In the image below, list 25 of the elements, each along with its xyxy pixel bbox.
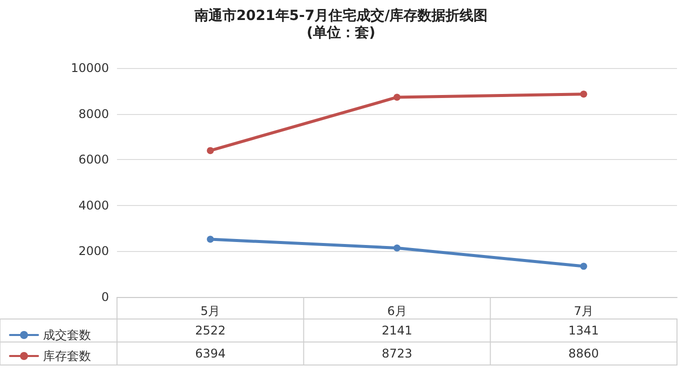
point xyxy=(394,94,400,101)
y-tick-label: 2000 xyxy=(78,244,109,258)
x-tick-label: 5月 xyxy=(200,304,220,318)
chart-title: 南通市2021年5-7月住宅成交/库存数据折线图 xyxy=(193,7,488,24)
data-label: 2522 xyxy=(195,324,226,338)
point xyxy=(394,244,400,252)
point xyxy=(580,90,588,98)
y-tick-label: 0 xyxy=(101,290,109,304)
y-tick-label: 10000 xyxy=(70,61,109,75)
y-tick-label: 8000 xyxy=(78,106,109,121)
legend-label: 库存套数 xyxy=(43,349,91,363)
data-label: 8723 xyxy=(382,346,412,360)
data-label: 1341 xyxy=(568,324,599,338)
point xyxy=(580,262,588,270)
data-label: 2141 xyxy=(382,324,412,338)
data-label: 8860 xyxy=(568,346,599,360)
y-tick-label: 4000 xyxy=(78,198,109,212)
x-tick-label: 7月 xyxy=(574,304,594,318)
point xyxy=(206,236,214,243)
x-tick-label: 6月 xyxy=(387,304,407,318)
legend-label: 成交套数 xyxy=(43,328,91,342)
point xyxy=(206,147,214,154)
data-label: 6394 xyxy=(195,346,226,360)
chart-subtitle: (单位：套) xyxy=(306,25,376,41)
y-tick-label: 6000 xyxy=(78,152,109,167)
